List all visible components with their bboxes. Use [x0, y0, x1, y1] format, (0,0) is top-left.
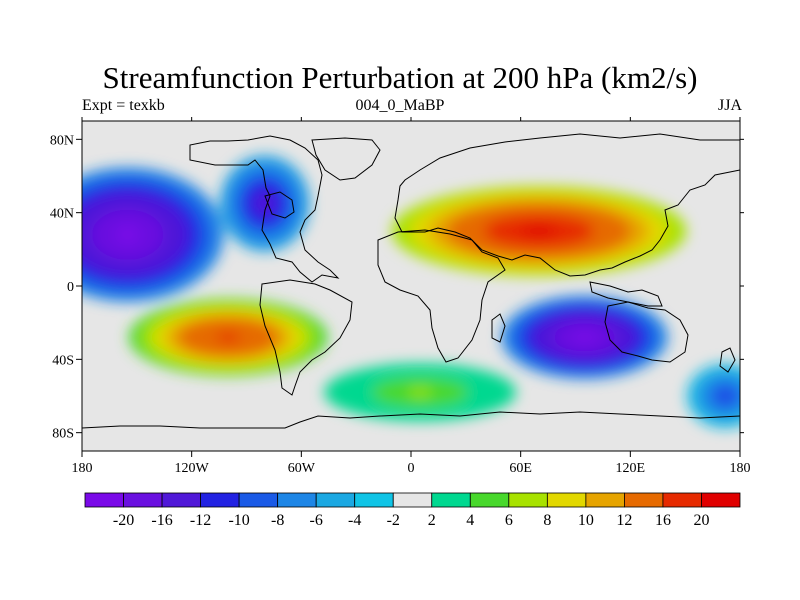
- colorbar: -20 -16 -12 -10 -8 -6 -4 -2 2 4 6 8 10 12 16 20: [84, 492, 741, 529]
- colorbar-label: 2: [428, 512, 436, 529]
- x-tick-label: 120W: [175, 461, 210, 476]
- coastline-europe-asia: [394, 133, 740, 277]
- colorbar-label: 10: [578, 512, 594, 529]
- colorbar-label: 4: [466, 512, 474, 529]
- contour-band: [574, 332, 595, 343]
- colorbar-label: -20: [113, 512, 134, 529]
- coastline-hudson-bay: [264, 191, 295, 219]
- colorbar-swatch: [123, 492, 163, 508]
- contour-band: [520, 225, 558, 237]
- colorbar-swatch: [546, 492, 587, 508]
- y-tick-label: 40N: [50, 207, 74, 222]
- contour-band: [215, 332, 241, 343]
- colorbar-label: -16: [151, 512, 172, 529]
- coastline-africa: [377, 229, 506, 363]
- colorbar-swatch: [238, 492, 279, 508]
- coastline-new-zealand: [719, 347, 736, 373]
- colorbar-label: 6: [505, 512, 513, 529]
- colorbar-swatch: [469, 492, 510, 508]
- contour-band: [408, 388, 433, 396]
- colorbar-label: 16: [655, 512, 671, 529]
- contour-band: [115, 226, 140, 244]
- coastline-antarctica: [82, 411, 740, 429]
- colorbar-swatch: [431, 492, 471, 508]
- y-tick-label: 80N: [50, 133, 74, 148]
- x-axis: 180 120W 60W 0 60E 120E 180: [72, 117, 751, 476]
- colorbar-label: -10: [228, 512, 249, 529]
- contour-fill: [82, 155, 740, 428]
- coastline-australia: [604, 301, 689, 363]
- colorbar-label: -6: [310, 512, 323, 529]
- x-tick-label: 180: [72, 461, 93, 476]
- colorbar-swatch: [84, 492, 124, 508]
- colorbar-swatch: [624, 492, 664, 508]
- coastline-greenland: [311, 137, 381, 181]
- case-label: 004_0_MaBP: [355, 97, 445, 114]
- colorbar-swatch: [315, 492, 356, 508]
- coastline-north-america: [189, 135, 340, 283]
- y-axis: 80N 40N 0 40S 80S: [50, 133, 744, 442]
- chart-title: Streamfunction Perturbation at 200 hPa (…: [102, 60, 698, 95]
- colorbar-swatch: [392, 492, 433, 508]
- colorbar-swatch: [701, 492, 741, 508]
- contour-band: [720, 392, 731, 400]
- experiment-label: Expt = texkb: [82, 97, 165, 114]
- season-label: JJA: [717, 97, 742, 114]
- coastline-indonesia: [589, 281, 663, 307]
- colorbar-swatch: [277, 492, 317, 508]
- colorbar-label: 20: [693, 512, 709, 529]
- x-tick-label: 60E: [509, 461, 532, 476]
- coastline-madagascar: [491, 313, 506, 343]
- colorbar-label: -4: [348, 512, 361, 529]
- y-tick-label: 0: [67, 280, 74, 295]
- y-tick-label: 40S: [52, 353, 74, 368]
- coastline-south-america: [259, 279, 353, 396]
- colorbar-label: 8: [543, 512, 551, 529]
- colorbar-swatch: [161, 492, 201, 508]
- colorbar-swatch: [354, 492, 394, 508]
- coastlines: [82, 133, 740, 429]
- colorbar-label: -2: [387, 512, 400, 529]
- colorbar-label: -8: [271, 512, 284, 529]
- contour-band: [259, 197, 271, 210]
- colorbar-swatch: [585, 492, 625, 508]
- colorbar-swatch: [662, 492, 702, 508]
- colorbar-label: 12: [616, 512, 632, 529]
- x-tick-label: 120E: [616, 461, 646, 476]
- colorbar-swatch: [200, 492, 240, 508]
- y-tick-label: 80S: [52, 427, 74, 442]
- x-tick-label: 180: [730, 461, 751, 476]
- x-tick-label: 60W: [288, 461, 316, 476]
- colorbar-label: -12: [190, 512, 211, 529]
- x-tick-label: 0: [408, 461, 415, 476]
- colorbar-swatch: [508, 492, 548, 508]
